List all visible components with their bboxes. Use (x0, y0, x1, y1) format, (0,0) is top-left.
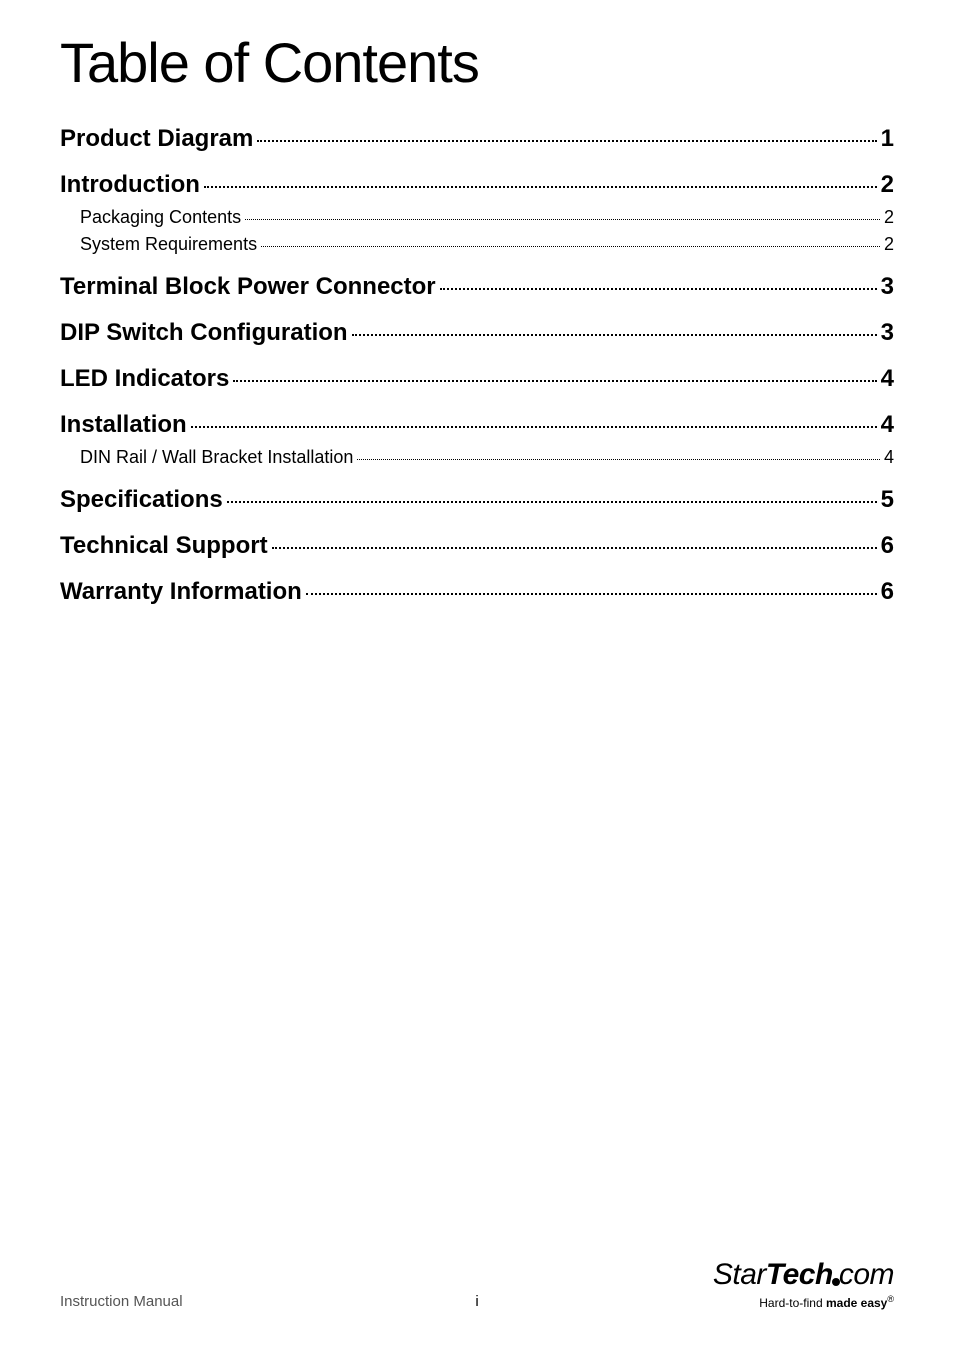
tagline-part1: Hard-to-find (759, 1296, 826, 1310)
table-of-contents: Product Diagram 1 Introduction 2 Packagi… (60, 125, 894, 606)
toc-label: DIN Rail / Wall Bracket Installation (80, 447, 353, 468)
page-number: i (475, 1293, 478, 1310)
toc-entry-packaging-contents: Packaging Contents 2 (60, 207, 894, 228)
toc-entry-specifications: Specifications 5 (60, 486, 894, 514)
toc-page: 3 (881, 319, 894, 347)
footer-left-text: Instruction Manual (60, 1293, 183, 1310)
toc-label: System Requirements (80, 234, 257, 255)
toc-page: 3 (881, 273, 894, 301)
toc-label: LED Indicators (60, 365, 229, 393)
toc-dots (257, 140, 876, 142)
logo-part2: Tech (766, 1258, 833, 1291)
toc-label: Installation (60, 411, 187, 439)
toc-page: 2 (881, 171, 894, 199)
toc-entry-system-requirements: System Requirements 2 (60, 234, 894, 255)
toc-page: 6 (881, 532, 894, 560)
logo-part1: Star (713, 1258, 766, 1291)
toc-dots (245, 219, 880, 220)
page-footer: Instruction Manual i StarTechcom Hard-to… (60, 1258, 894, 1310)
toc-entry-product-diagram: Product Diagram 1 (60, 125, 894, 153)
logo-tagline: Hard-to-find made easy® (713, 1294, 894, 1310)
toc-dots (191, 426, 877, 428)
toc-label: Packaging Contents (80, 207, 241, 228)
toc-entry-introduction: Introduction 2 (60, 171, 894, 199)
toc-label: Product Diagram (60, 125, 253, 153)
tagline-registered: ® (887, 1294, 894, 1304)
toc-page: 1 (881, 125, 894, 153)
toc-dots (204, 186, 877, 188)
page-title: Table of Contents (60, 30, 894, 95)
toc-entry-dip-switch: DIP Switch Configuration 3 (60, 319, 894, 347)
toc-label: Introduction (60, 171, 200, 199)
toc-dots (440, 288, 877, 290)
toc-entry-din-rail: DIN Rail / Wall Bracket Installation 4 (60, 447, 894, 468)
toc-entry-warranty: Warranty Information 6 (60, 578, 894, 606)
startech-logo: StarTechcom (713, 1258, 894, 1292)
toc-label: Terminal Block Power Connector (60, 273, 436, 301)
toc-page: 5 (881, 486, 894, 514)
toc-page: 6 (881, 578, 894, 606)
toc-entry-terminal-block: Terminal Block Power Connector 3 (60, 273, 894, 301)
toc-dots (272, 547, 877, 549)
toc-page: 2 (884, 234, 894, 255)
toc-dots (357, 459, 880, 460)
tagline-part2: made easy (826, 1296, 887, 1310)
toc-entry-led-indicators: LED Indicators 4 (60, 365, 894, 393)
footer-logo-area: StarTechcom Hard-to-find made easy® (713, 1258, 894, 1310)
toc-page: 4 (881, 365, 894, 393)
toc-label: DIP Switch Configuration (60, 319, 348, 347)
logo-dot-icon (832, 1278, 840, 1286)
toc-dots (227, 501, 877, 503)
toc-entry-installation: Installation 4 (60, 411, 894, 439)
toc-label: Specifications (60, 486, 223, 514)
logo-part3: com (839, 1258, 894, 1291)
toc-dots (352, 334, 877, 336)
toc-page: 2 (884, 207, 894, 228)
toc-dots (306, 593, 877, 595)
toc-page: 4 (884, 447, 894, 468)
toc-dots (233, 380, 876, 382)
toc-dots (261, 246, 880, 247)
toc-label: Technical Support (60, 532, 268, 560)
toc-page: 4 (881, 411, 894, 439)
toc-entry-technical-support: Technical Support 6 (60, 532, 894, 560)
toc-label: Warranty Information (60, 578, 302, 606)
